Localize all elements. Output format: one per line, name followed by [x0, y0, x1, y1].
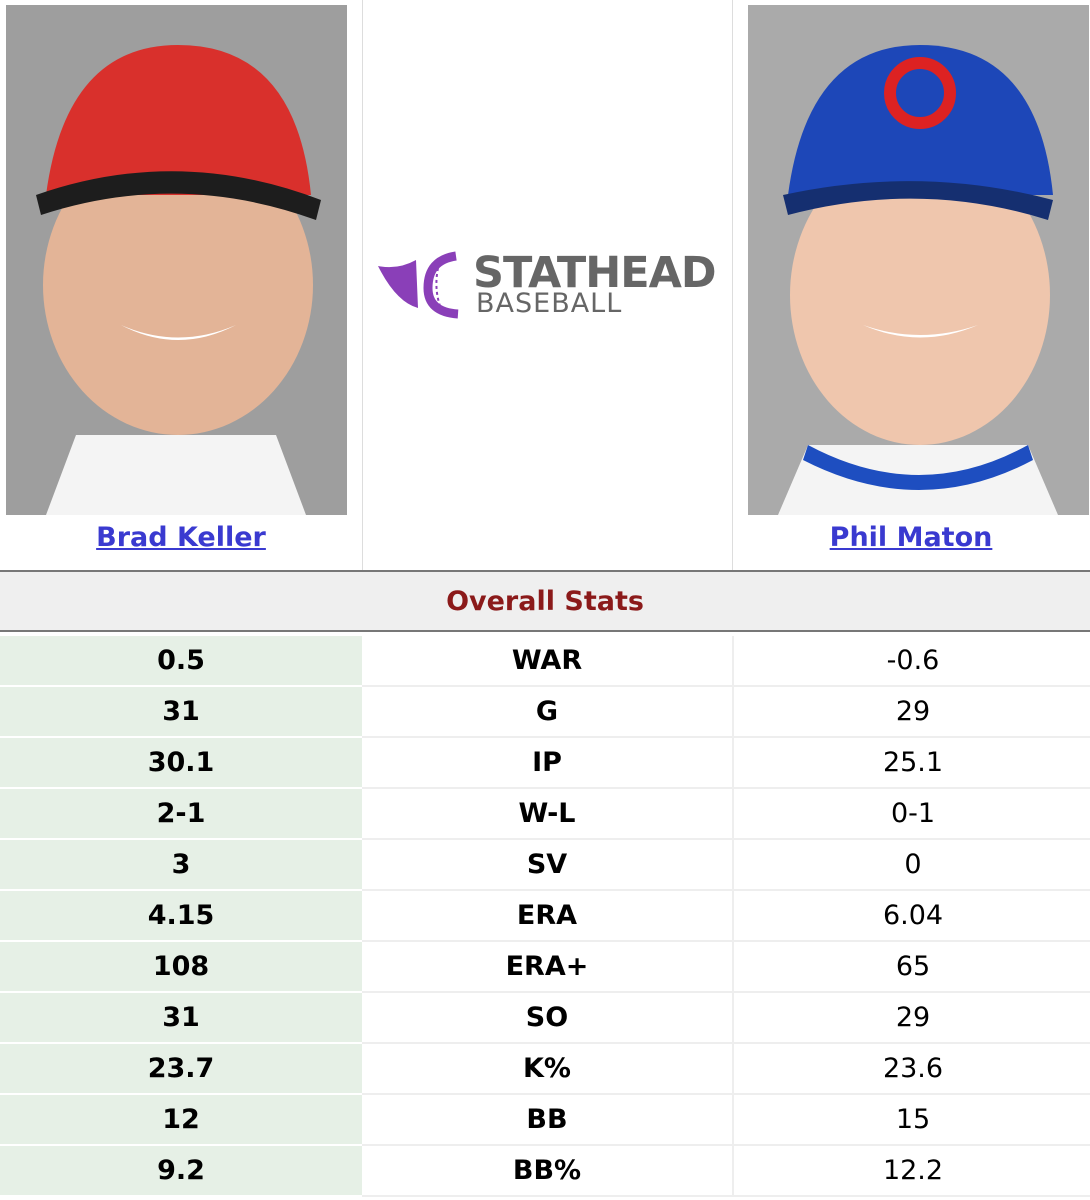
stat-value: 25.1	[732, 738, 1090, 789]
stat-label: IP	[362, 738, 732, 789]
logo-mark	[378, 251, 459, 319]
stat-value: 3	[0, 840, 362, 891]
stat-value: 65	[732, 942, 1090, 993]
stat-row: 31 G 29	[0, 687, 1090, 738]
player-name[interactable]: Brad Keller	[96, 522, 266, 553]
logo-sub: BASEBALL	[476, 288, 623, 319]
section-title: Overall Stats	[0, 570, 1090, 632]
stat-row: 12 BB 15	[0, 1095, 1090, 1146]
divider	[362, 0, 363, 570]
stat-row: 31 SO 29	[0, 993, 1090, 1044]
stat-value: 30.1	[0, 738, 362, 789]
stat-label: W-L	[362, 789, 732, 840]
player-name[interactable]: Phil Maton	[829, 522, 993, 553]
stat-row: 23.7 K% 23.6	[0, 1044, 1090, 1095]
stat-row: 4.15 ERA 6.04	[0, 891, 1090, 942]
stat-value: 9.2	[0, 1146, 362, 1197]
stat-label: SO	[362, 993, 732, 1044]
stat-row: 0.5 WAR -0.6	[0, 636, 1090, 687]
stat-value: -0.6	[732, 636, 1090, 687]
stat-value: 12.2	[732, 1146, 1090, 1197]
stat-value: 31	[0, 993, 362, 1044]
stat-label: WAR	[362, 636, 732, 687]
stat-row: 30.1 IP 25.1	[0, 738, 1090, 789]
stat-value: 4.15	[0, 891, 362, 942]
stat-value: 29	[732, 687, 1090, 738]
stat-value: 12	[0, 1095, 362, 1146]
stat-value: 0-1	[732, 789, 1090, 840]
stat-value: 29	[732, 993, 1090, 1044]
stat-label: K%	[362, 1044, 732, 1095]
stat-value: 31	[0, 687, 362, 738]
stat-row: 9.2 BB% 12.2	[0, 1146, 1090, 1197]
logo: STATHEAD BASEBALL	[378, 248, 723, 320]
stat-row: 2-1 W-L 0-1	[0, 789, 1090, 840]
stat-value: 2-1	[0, 789, 362, 840]
stat-value: 6.04	[732, 891, 1090, 942]
stat-label: ERA+	[362, 942, 732, 993]
stat-label: BB	[362, 1095, 732, 1146]
stat-value: 23.6	[732, 1044, 1090, 1095]
stat-value: 108	[0, 942, 362, 993]
divider	[732, 0, 733, 570]
stat-label: G	[362, 687, 732, 738]
stat-value: 15	[732, 1095, 1090, 1146]
stat-value: 0	[732, 840, 1090, 891]
logo-brand: STATHEAD	[473, 248, 717, 298]
stat-label: SV	[362, 840, 732, 891]
stat-value: 0.5	[0, 636, 362, 687]
player-photo	[6, 5, 347, 515]
player-photo	[748, 5, 1089, 515]
stat-label: ERA	[362, 891, 732, 942]
stat-row: 108 ERA+ 65	[0, 942, 1090, 993]
stat-value: 23.7	[0, 1044, 362, 1095]
stat-label: BB%	[362, 1146, 732, 1197]
stat-row: 3 SV 0	[0, 840, 1090, 891]
